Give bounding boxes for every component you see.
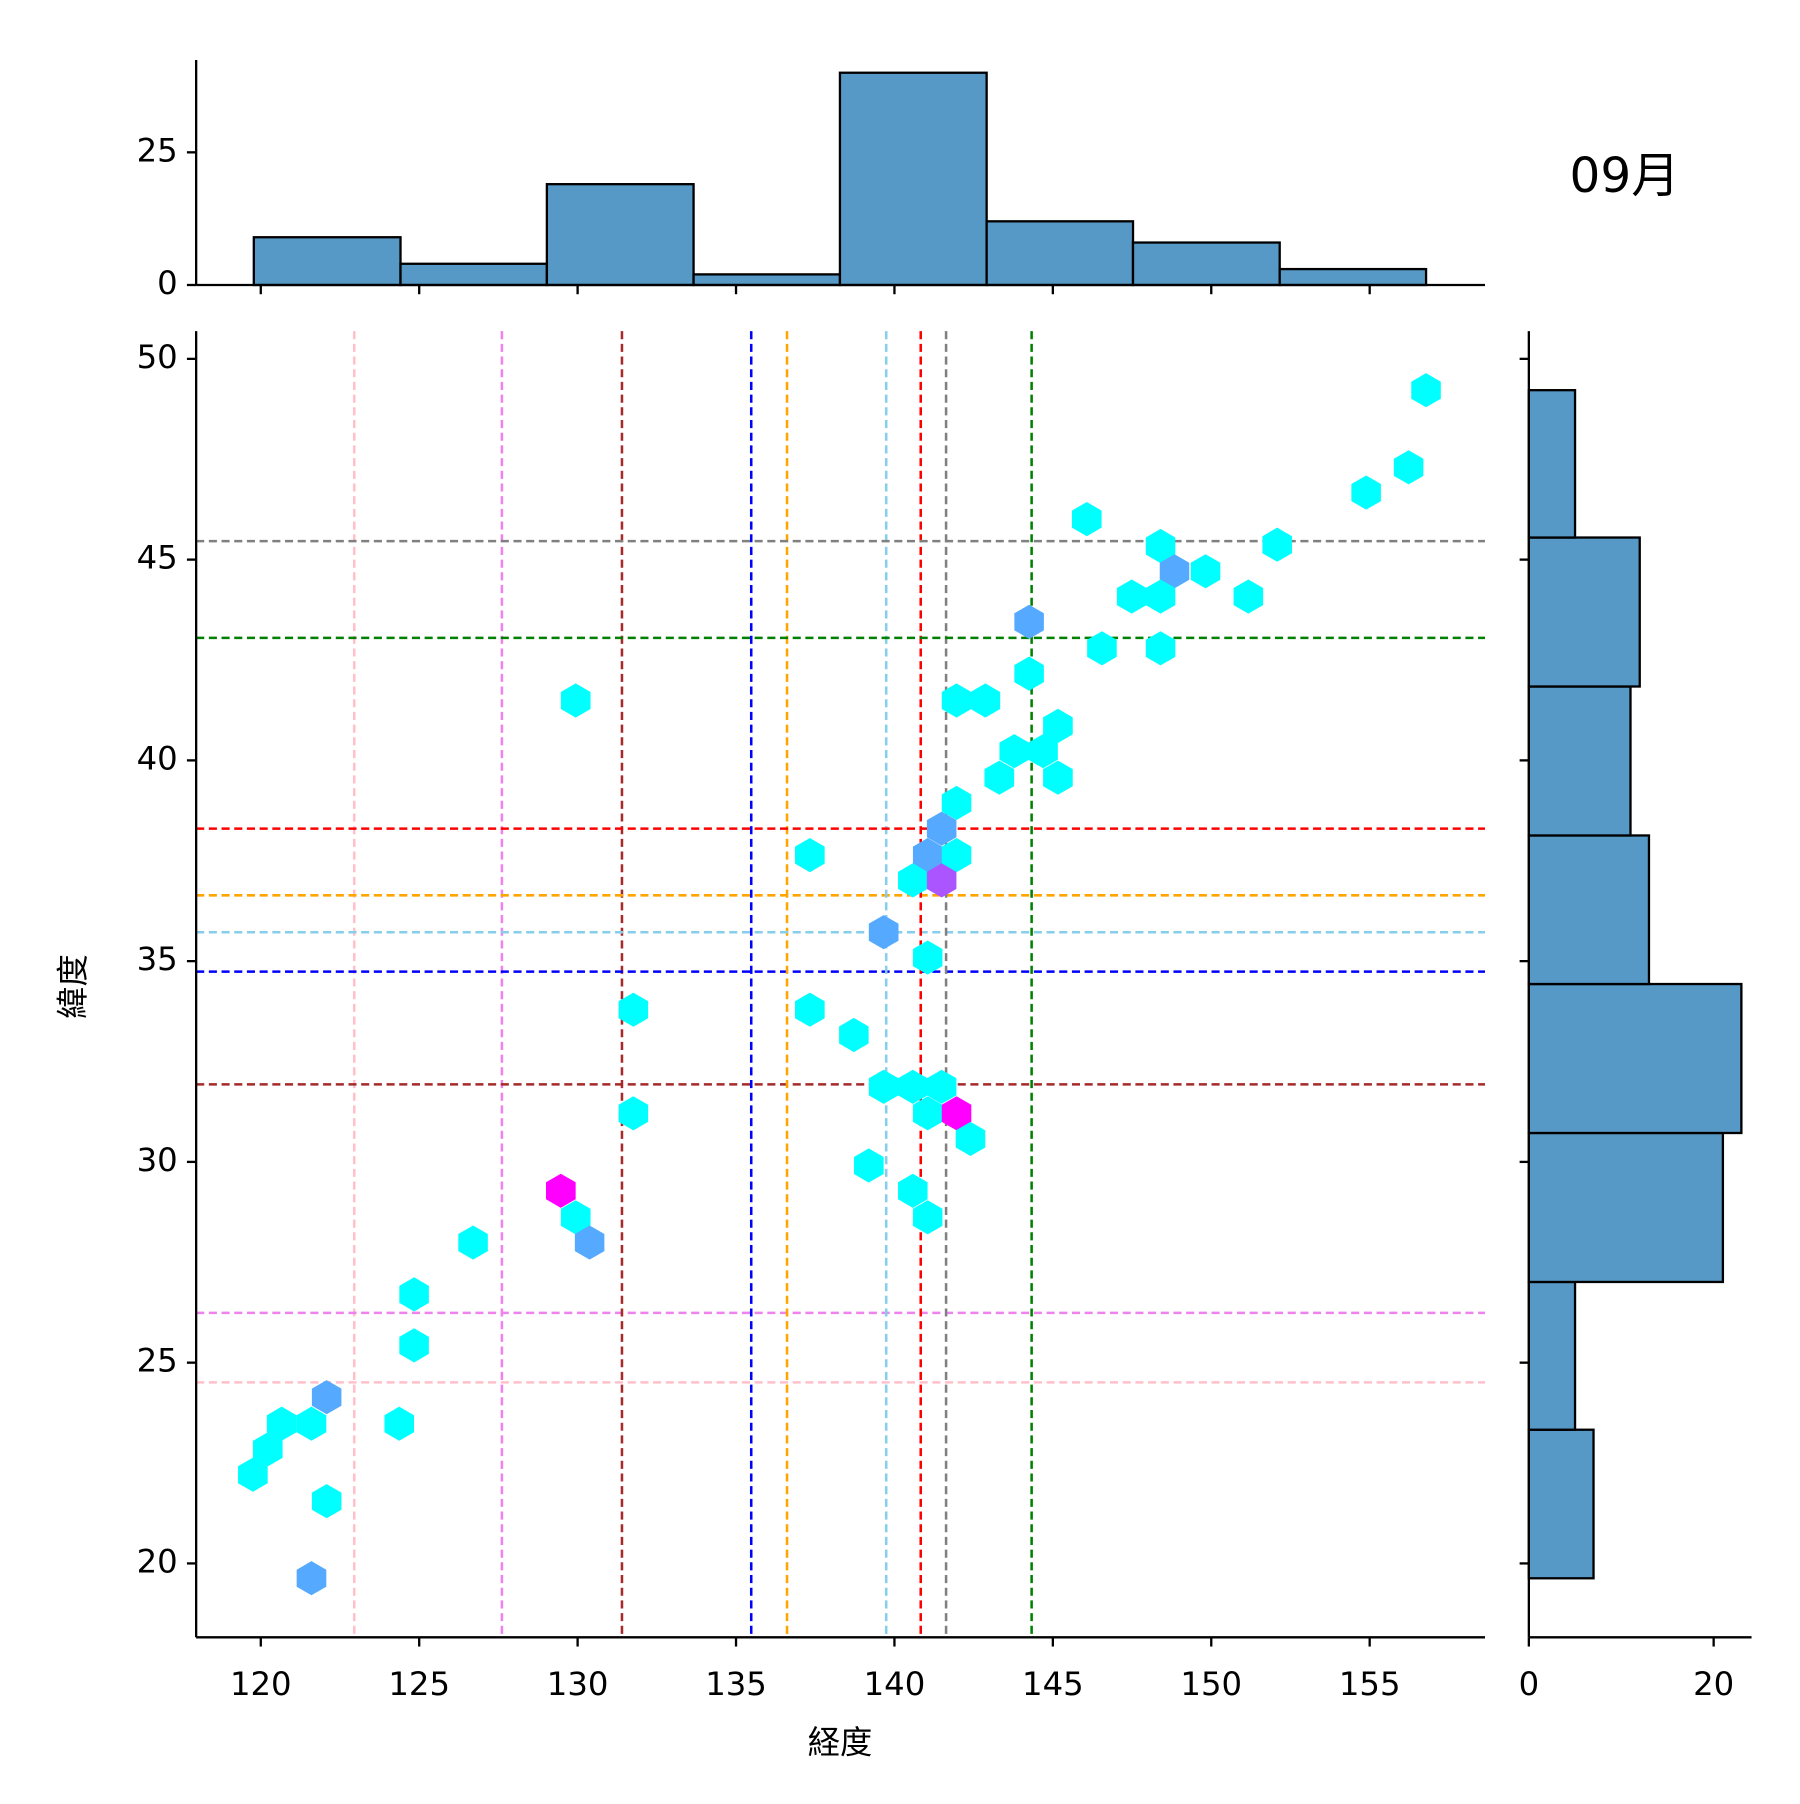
hexbin-cell — [926, 863, 957, 898]
x-tick-label: 155 — [1339, 1665, 1401, 1703]
hexbin-cell — [1145, 579, 1176, 614]
y-tick-label: 40 — [137, 739, 178, 777]
hexbin-cell — [1014, 604, 1044, 639]
hexbin-cell — [926, 811, 957, 846]
hexbin-cell — [941, 785, 972, 821]
hexbin-cell — [399, 1277, 429, 1312]
hexbin-cell — [311, 1380, 342, 1415]
x-tick-label: 150 — [1180, 1665, 1242, 1703]
hexbin-cell — [941, 838, 972, 873]
hexbin-cell — [266, 1406, 297, 1441]
hexbin-cell — [574, 1225, 605, 1260]
hexbin-cell — [941, 683, 972, 718]
histogram-bar — [252, 236, 402, 287]
y-tick-label: 30 — [137, 1141, 178, 1179]
hexbin-cell — [868, 915, 899, 950]
y-tick-label: 25 — [137, 131, 178, 169]
hexbin-cell — [1190, 554, 1221, 589]
y-tick-label: 35 — [137, 940, 178, 978]
histogram-bar — [1527, 982, 1743, 1135]
hexbin-cell — [868, 1069, 899, 1104]
hexbin-cell — [912, 1200, 943, 1235]
histogram-bar — [838, 71, 988, 287]
hexbin-cell — [984, 760, 1015, 795]
y-axis-label: 緯度 — [54, 954, 92, 1019]
hexbin-cell — [399, 1328, 429, 1363]
hexbin-cell — [311, 1484, 342, 1519]
hexbin-cell — [252, 1432, 283, 1467]
hexbin-cell — [1043, 708, 1073, 743]
hexbin-cell — [898, 1173, 928, 1208]
hexbin-cell — [1028, 734, 1058, 769]
hexbin-cell — [941, 1096, 972, 1131]
hexbin-cell — [999, 734, 1029, 769]
hexbin-cell — [955, 1121, 986, 1157]
histogram-bar — [399, 262, 549, 287]
hexbin-cell — [618, 992, 649, 1027]
histogram-bar — [1131, 241, 1281, 287]
hexbin-cell — [970, 683, 1001, 718]
y-tick-label: 20 — [137, 1542, 178, 1580]
hexbin-cell — [1145, 528, 1176, 564]
histogram-bar — [1527, 536, 1641, 688]
y-tick-label: 25 — [137, 1342, 178, 1380]
hexbin-cell — [853, 1148, 884, 1183]
hexbin-cell — [546, 1173, 576, 1208]
hexbin-cell — [296, 1561, 327, 1596]
hexbin-cell — [238, 1457, 268, 1492]
histogram-bar — [1527, 1280, 1577, 1431]
histogram-bar — [985, 220, 1135, 287]
x-tick-label: 125 — [388, 1665, 450, 1703]
hexbin-cell — [1411, 373, 1441, 408]
hexbin-cell — [912, 1096, 943, 1131]
hexbin-cell — [296, 1406, 327, 1441]
y-tick-label: 50 — [137, 338, 178, 376]
x-tick-label: 145 — [1022, 1665, 1084, 1703]
hexbin-cell — [1393, 450, 1424, 485]
x-tick-label: 135 — [705, 1665, 767, 1703]
hexbin-cell — [898, 863, 928, 898]
hexbin-cell — [1145, 631, 1176, 666]
hexbin-cell — [912, 838, 943, 873]
hexbin-cell — [839, 1017, 869, 1053]
hexbin-cell — [1116, 579, 1147, 614]
hexbin-cell — [1351, 475, 1381, 510]
histogram-bar — [545, 183, 695, 287]
histogram-bar — [1527, 389, 1577, 539]
hexbin-cell — [1159, 554, 1190, 589]
histogram-bar — [1527, 1428, 1595, 1580]
x-tick-label: 130 — [547, 1665, 609, 1703]
hexbin-cell — [1071, 502, 1102, 537]
hexbin-cell — [926, 1069, 957, 1104]
x-axis-label: 経度 — [808, 1724, 873, 1762]
histogram-bar — [1278, 267, 1428, 287]
histogram-bar — [1527, 685, 1632, 837]
hexbin-cell — [1087, 631, 1117, 666]
hexbin-cell — [384, 1406, 414, 1441]
histogram-bar — [1527, 834, 1651, 986]
hexbin-cell — [898, 1069, 928, 1104]
hexbin-cell — [912, 940, 943, 975]
hexbin-cell — [560, 683, 591, 718]
y-tick-label: 0 — [157, 264, 178, 302]
x-tick-label: 20 — [1693, 1665, 1734, 1703]
histogram-bar — [692, 273, 842, 287]
hexbin-cell — [560, 1200, 591, 1235]
hexbin-cell — [1014, 656, 1044, 691]
x-tick-label: 140 — [864, 1665, 926, 1703]
x-tick-label: 0 — [1519, 1665, 1540, 1703]
hexbin-cell — [1233, 579, 1264, 614]
y-tick-label: 45 — [137, 539, 178, 577]
hexbin-cell — [458, 1225, 488, 1260]
chart-title: 09月 — [1570, 148, 1680, 204]
hexbin-cell — [1043, 760, 1073, 795]
histogram-bar — [1527, 1131, 1725, 1284]
hexbin-cell — [795, 838, 825, 873]
hexbin-cell — [618, 1096, 649, 1131]
hexbin-cell — [1262, 527, 1292, 562]
x-tick-label: 120 — [230, 1665, 292, 1703]
hexbin-cell — [795, 992, 825, 1027]
